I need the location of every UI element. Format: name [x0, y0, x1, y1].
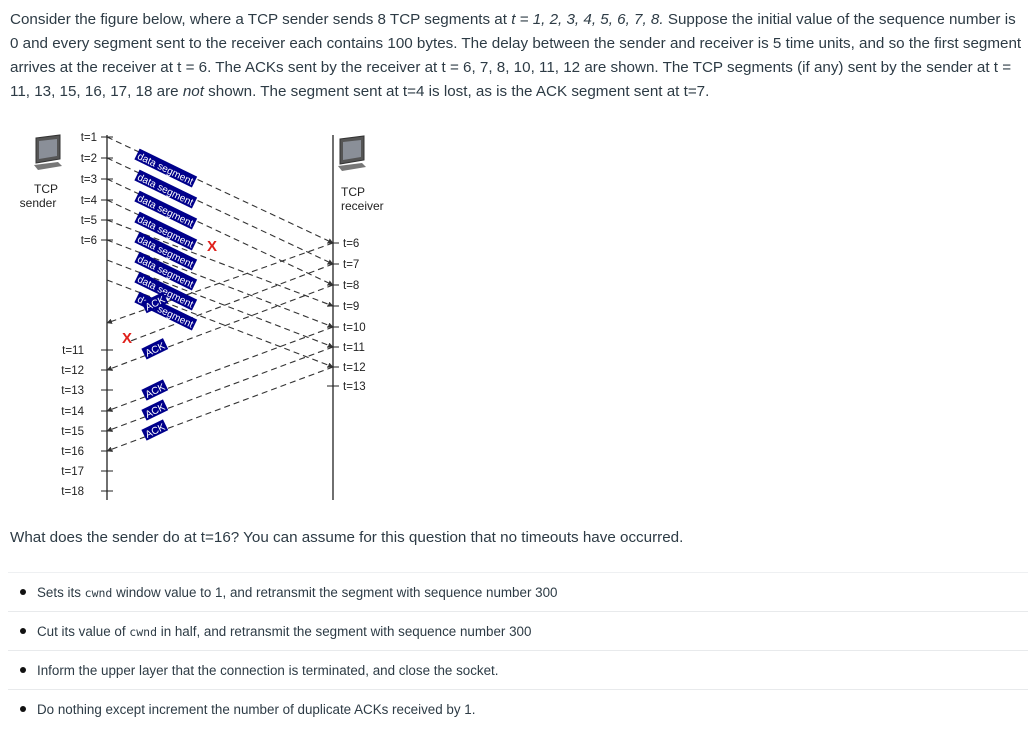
- intro-times: t = 1, 2, 3, 4, 5, 6, 7, 8.: [511, 11, 664, 28]
- answer-option-3[interactable]: Inform the upper layer that the connecti…: [8, 650, 1028, 689]
- lost-marker: X: [207, 238, 217, 255]
- intro-text-1: Consider the figure below, where a TCP s…: [10, 11, 512, 28]
- tcp-timing-diagram: TCP sender TCP receiver XX data segmentd…: [20, 132, 384, 500]
- ack-arrow: [106, 284, 334, 371]
- sender-time-label: t=1: [81, 132, 97, 144]
- ack-arrow: [106, 346, 334, 432]
- receiver-time-label: t=6: [343, 238, 359, 250]
- ack-label-bg: [141, 379, 169, 401]
- receiver-time-label: t=10: [343, 322, 366, 334]
- intro-text-2: Suppose the initial value of the sequenc…: [10, 11, 1022, 100]
- ack-label: ACK: [141, 399, 169, 421]
- receiver-time-label: t=13: [343, 381, 366, 393]
- bullet-icon: [20, 589, 26, 595]
- sender-time-label: t=6: [81, 235, 97, 247]
- receiver-time-label: t=11: [343, 342, 365, 354]
- sender-time-label: t=13: [61, 385, 84, 397]
- sender-computer-icon: [34, 134, 62, 170]
- receiver-time-label: t=7: [343, 259, 359, 271]
- sender-time-label: t=4: [81, 195, 98, 207]
- sender-time-label: t=16: [61, 446, 84, 458]
- sender-time-label: t=18: [61, 486, 84, 498]
- ack-arrow: [106, 366, 334, 452]
- ack-label-bg: [141, 419, 169, 441]
- option-text: Cut its value of cwnd in half, and retra…: [37, 623, 532, 639]
- sender-label-sender: sender: [20, 196, 57, 210]
- receiver-label-receiver: receiver: [341, 199, 384, 213]
- receiver-time-label: t=9: [343, 301, 359, 313]
- bullet-icon: [20, 628, 26, 634]
- data-segment-label-bg: [134, 271, 198, 311]
- sender-time-label: t=11: [62, 345, 84, 357]
- answer-option-4[interactable]: Do nothing except increment the number o…: [8, 689, 1028, 728]
- ack-label: ACK: [141, 419, 169, 441]
- receiver-computer-icon: [338, 135, 366, 171]
- sender-time-label: t=15: [61, 426, 84, 438]
- ack-label-bg: [141, 338, 169, 360]
- answer-options: Sets its cwnd window value to 1, and ret…: [8, 572, 1028, 728]
- data-segment-label-bg: [134, 148, 198, 188]
- ack-label: ACK: [141, 338, 169, 360]
- sender-time-label: t=3: [81, 174, 97, 186]
- sender-label-tcp: TCP: [34, 182, 58, 196]
- data-segment-label-bg: [134, 190, 198, 230]
- question-text: What does the sender do at t=16? You can…: [10, 529, 684, 546]
- receiver-time-label: t=12: [343, 362, 366, 374]
- lost-marker: X: [122, 330, 132, 347]
- sender-time-label: t=12: [61, 365, 84, 377]
- receiver-label-tcp: TCP: [341, 185, 365, 199]
- data-segment-label-bg: [134, 211, 198, 251]
- bullet-icon: [20, 706, 26, 712]
- ack-arrow: [106, 326, 334, 412]
- sender-time-label: t=2: [81, 153, 97, 165]
- intro-text-3: shown. The segment sent at t=4 is lost, …: [203, 83, 710, 100]
- sender-time-label: t=17: [61, 466, 84, 478]
- answer-option-1[interactable]: Sets its cwnd window value to 1, and ret…: [8, 572, 1028, 611]
- time-labels: t=1 t=2 t=3 t=4 t=5 t=6 t=11 t=12 t=13 t=14 t=15 t=…: [61, 132, 365, 498]
- ack-label-bg: [141, 291, 169, 314]
- lost-ack-arrow: [129, 263, 334, 342]
- option-text: Inform the upper layer that the connecti…: [37, 662, 499, 678]
- bullet-icon: [20, 667, 26, 673]
- data-segment-label-bg: [134, 169, 198, 209]
- option-text: Do nothing except increment the number o…: [37, 701, 476, 717]
- problem-statement: Consider the figure below, where a TCP s…: [10, 8, 1025, 104]
- ack-label-bg: [141, 399, 169, 421]
- data-segment-label-bg: [134, 251, 198, 291]
- receiver-time-label: t=8: [343, 280, 359, 292]
- sender-time-label: t=5: [81, 215, 97, 227]
- ack-label: ACK: [141, 379, 169, 401]
- answer-option-2[interactable]: Cut its value of cwnd in half, and retra…: [8, 611, 1028, 650]
- sender-time-label: t=14: [61, 406, 84, 418]
- intro-not: not: [182, 83, 204, 100]
- option-text: Sets its cwnd window value to 1, and ret…: [37, 584, 558, 600]
- data-segment-label-bg: [134, 231, 198, 271]
